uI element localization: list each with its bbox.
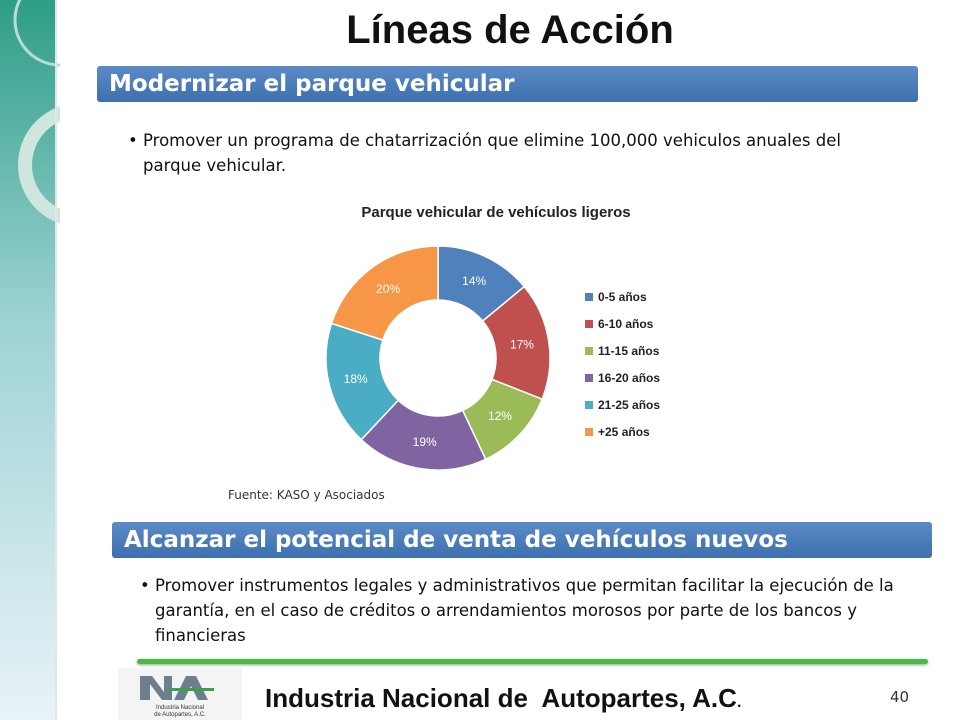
data-label: 19% bbox=[413, 435, 437, 449]
legend-label: 21-25 años bbox=[598, 398, 660, 412]
legend-swatch bbox=[585, 374, 593, 382]
data-label: 17% bbox=[510, 338, 534, 352]
legend-swatch bbox=[585, 428, 593, 436]
legend-swatch bbox=[585, 401, 593, 409]
section-heading: Alcanzar el potencial de venta de vehícu… bbox=[112, 522, 932, 558]
legend-label: 16-20 años bbox=[598, 371, 660, 385]
footer-suffix: . bbox=[736, 696, 742, 710]
legend-label: 11-15 años bbox=[598, 344, 660, 358]
donut-chart: Parque vehicular de vehículos ligeros 14… bbox=[325, 204, 660, 471]
logo: Industria Nacional de Autopartes, A.C. bbox=[118, 668, 242, 720]
logo-text: Industria Nacional bbox=[156, 705, 204, 711]
slide-title: Líneas de Acción bbox=[346, 8, 674, 52]
legend-swatch bbox=[585, 293, 593, 301]
footer-org: Industria Nacional de Autopartes, A.C bbox=[265, 683, 737, 713]
legend-label: 6-10 años bbox=[598, 317, 654, 331]
legend-swatch bbox=[585, 347, 593, 355]
divider bbox=[137, 659, 928, 664]
chart-title: Parque vehicular de vehículos ligeros bbox=[361, 204, 630, 221]
legend-swatch bbox=[585, 320, 593, 328]
legend-label: 0-5 años bbox=[598, 290, 647, 304]
section-heading: Modernizar el parque vehicular bbox=[97, 66, 918, 102]
data-label: 20% bbox=[376, 282, 400, 296]
data-label: 18% bbox=[344, 372, 368, 386]
source: Fuente: KASO y Asociados bbox=[228, 488, 385, 502]
footer: Industria Nacional de Autopartes, A.C. bbox=[265, 683, 742, 714]
page-number: 40 bbox=[890, 688, 910, 706]
slice bbox=[360, 399, 487, 471]
bullet: Promover un programa de chatarrización q… bbox=[128, 128, 883, 178]
legend-label: +25 años bbox=[598, 425, 650, 439]
bullet: Promover instrumentos legales y administ… bbox=[140, 573, 945, 648]
logo-text: de Autopartes, A.C. bbox=[154, 712, 206, 718]
slice bbox=[330, 245, 439, 342]
side-decoration bbox=[0, 0, 60, 720]
data-label: 14% bbox=[462, 274, 486, 288]
data-label: 12% bbox=[488, 409, 512, 423]
